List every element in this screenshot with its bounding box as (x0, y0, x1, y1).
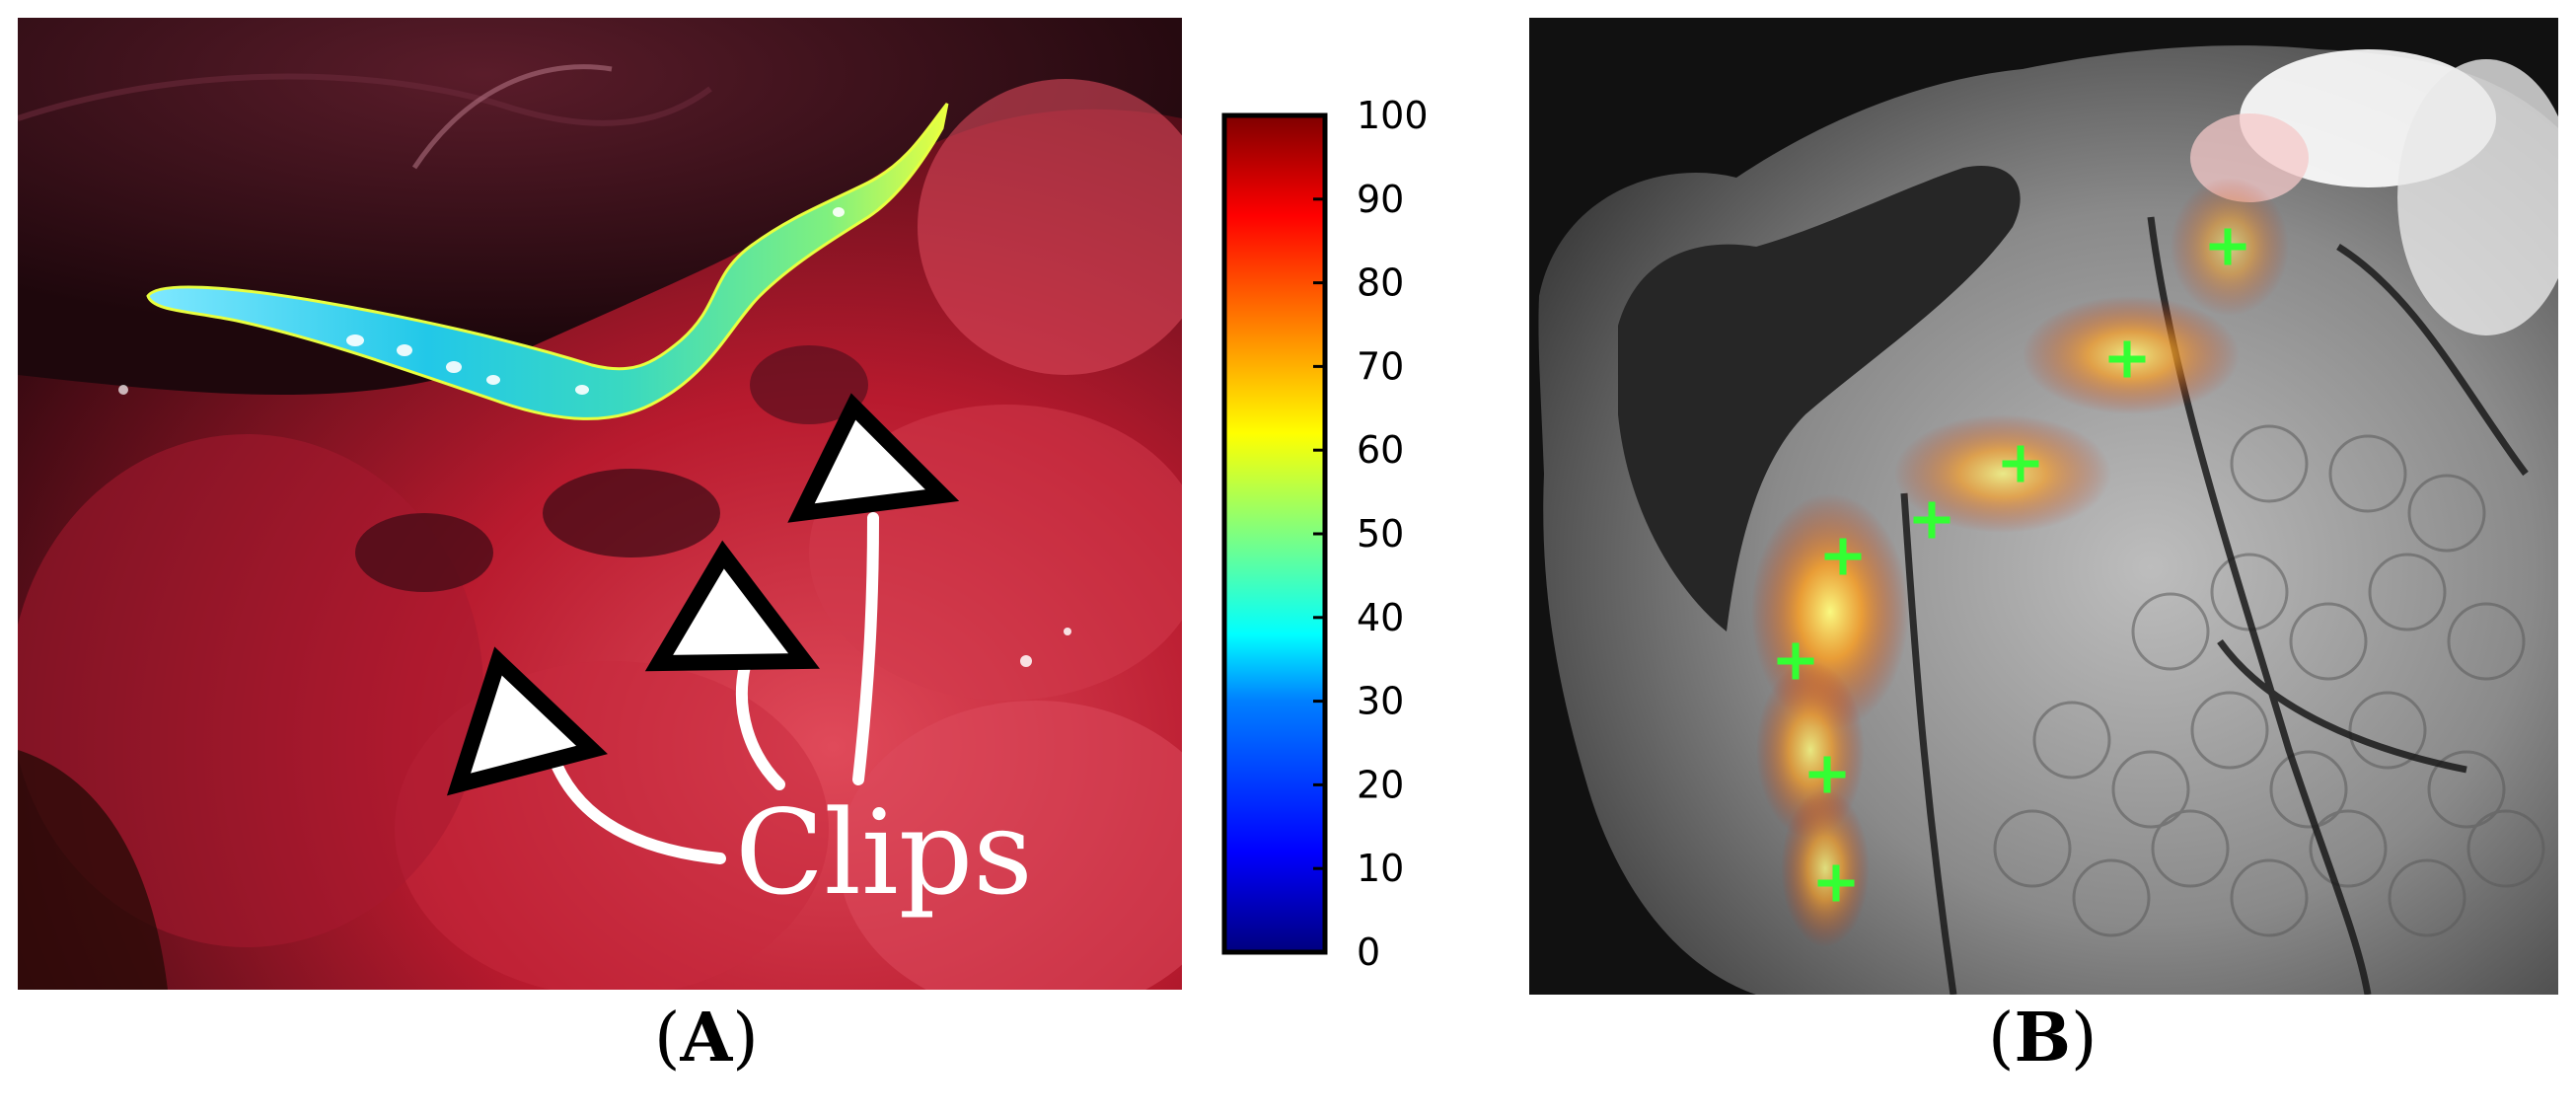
colorbar-tick-label: 20 (1357, 763, 1404, 806)
panel-b-caption: (B) (1988, 1004, 2098, 1073)
clip-arrows (446, 393, 960, 864)
clip-arrow-3-head (787, 393, 960, 523)
caption-a-letter: A (680, 999, 733, 1078)
colorbar-tick-label: 90 (1357, 178, 1404, 221)
colorbar-tick-label: 70 (1357, 344, 1404, 388)
caption-b-open-paren: ( (1988, 1000, 2015, 1078)
colorbar-tick-label: 100 (1357, 94, 1429, 137)
marker-5 (1824, 538, 1862, 575)
clips-label: Clips (735, 784, 1033, 921)
colorbar-tick-label: 10 (1357, 847, 1404, 890)
caption-b-close-paren: ) (2071, 1000, 2098, 1078)
fluorescence-overlay (1751, 178, 2289, 947)
colorbar-tick-label: 80 (1357, 261, 1404, 305)
clip-arrow-1-head (446, 646, 608, 796)
clip-arrow-3-stem (852, 512, 879, 785)
colorbar-tick-label: 30 (1357, 680, 1404, 723)
colorbar-gradient (1221, 112, 1328, 955)
clip-arrow-1-stem (547, 749, 726, 864)
panel-a-image (18, 18, 1182, 990)
panel-b-image (1529, 18, 2558, 995)
colorbar-ticks: 0 10 20 30 40 50 60 70 80 90 100 (1313, 94, 1429, 974)
colorbar-tick-label: 60 (1357, 428, 1404, 472)
sample-markers (1777, 228, 2246, 902)
marker-2 (2108, 340, 2146, 378)
marker-6 (1777, 642, 1814, 680)
colorbar-tick-label: 40 (1357, 596, 1404, 639)
clip-arrow-2-head (644, 540, 820, 672)
colorbar: 0 10 20 30 40 50 60 70 80 90 100 (1221, 94, 1429, 974)
clip-arrow-2-stem (736, 660, 785, 790)
marker-1 (2209, 228, 2246, 265)
colorbar-tick-label: 50 (1357, 512, 1404, 556)
panel-a-caption: (A) (654, 1004, 759, 1073)
marker-8 (1817, 864, 1855, 902)
colorbar-tick-label: 0 (1357, 930, 1380, 974)
marker-3 (2002, 445, 2039, 483)
caption-b-letter: B (2014, 999, 2072, 1078)
marker-7 (1808, 756, 1846, 793)
marker-4 (1913, 501, 1950, 539)
caption-a-open-paren: ( (654, 1000, 681, 1078)
caption-a-close-paren: ) (732, 1000, 759, 1078)
